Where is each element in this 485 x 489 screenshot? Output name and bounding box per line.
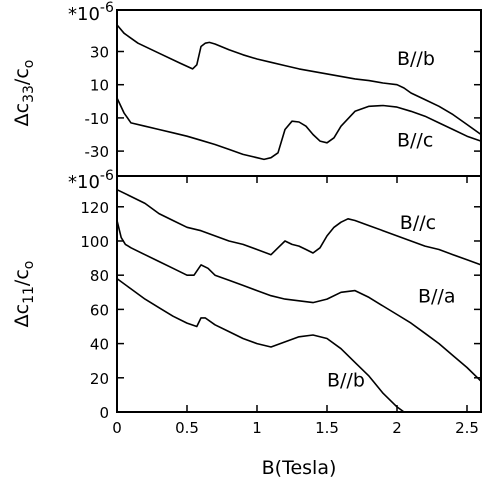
top-y-tick-label: 10 [90,77,109,95]
top-y-axis-title-sub2: o [21,60,37,69]
top-y-tick-label: -30 [85,143,110,161]
top-y-tick-label: -10 [85,110,110,128]
bottom-y-axis-title-sub: 11 [21,286,37,304]
bottom-panel-labels: B//c B//a B//b [327,212,455,391]
bottom-y-scale-note: *10-6 [68,168,114,193]
x-tick-label: 2 [392,419,402,437]
top-y-tick-label: 30 [90,44,109,62]
top-y-axis-title: Δc33/co [11,60,37,127]
bottom-y-tick-label: 40 [90,336,109,354]
bottom-y-axis-title-base: Δc [11,304,33,327]
top-y-scale-note: *10-6 [68,0,114,25]
bottom-panel-series [116,188,482,413]
top-y-scale-base: *10 [68,4,100,25]
top-panel-labels: B//b B//c [397,48,435,151]
top-y-scale-exponent: -6 [100,0,114,16]
top-panel: 30 10 -10 -30 B//b B//c *10-6 Δc33/co [11,0,482,177]
bottom-y-scale-base: *10 [68,172,100,193]
x-tick-label: 1 [252,419,262,437]
bottom-y-tick-label: 120 [80,199,109,217]
bottom-series-label: B//b [327,370,365,392]
bottom-series-label: B//a [418,286,455,308]
top-y-axis-title-base: Δc [11,103,33,126]
x-tick-label: 0 [112,419,122,437]
bottom-y-axis-title-rest: /c [11,269,33,286]
top-series-line-bb [116,24,482,136]
bottom-series-line-bc [116,188,482,266]
x-axis-title: B(Tesla) [262,457,337,479]
bottom-y-tick-label: 20 [90,370,109,388]
bottom-y-axis-title: Δc11/co [11,261,37,328]
bottom-series-label: B//c [400,212,436,234]
bottom-y-tick-label: 60 [90,301,109,319]
bottom-y-scale-exponent: -6 [100,168,114,184]
x-tick-label: 2.5 [455,419,479,437]
bottom-y-tick-label: 80 [90,267,109,285]
bottom-panel-frame [116,175,482,413]
bottom-series-line-ba [116,220,482,382]
bottom-y-tick-label: 0 [99,404,109,422]
bottom-y-tick-label: 100 [80,233,109,251]
top-series-line-bc [116,97,482,161]
bottom-panel: 0 20 40 60 80 100 120 0 0.5 1 1.5 2 2.5 B//c B//a B//b… [11,168,482,479]
top-y-axis-title-rest: /c [11,68,33,85]
bottom-series-line-bb [116,277,405,413]
top-series-label: B//b [397,48,435,70]
top-series-label: B//c [397,129,433,151]
top-y-axis-title-sub: 33 [21,85,37,103]
bottom-panel-ticks: 0 20 40 60 80 100 120 0 0.5 1 1.5 2 2.5 [80,176,481,437]
top-panel-ticks: 30 10 -10 -30 [85,44,481,161]
top-panel-series [116,24,482,161]
x-tick-label: 1.5 [315,419,339,437]
x-tick-label: 0.5 [175,419,199,437]
bottom-y-axis-title-sub2: o [21,261,37,270]
